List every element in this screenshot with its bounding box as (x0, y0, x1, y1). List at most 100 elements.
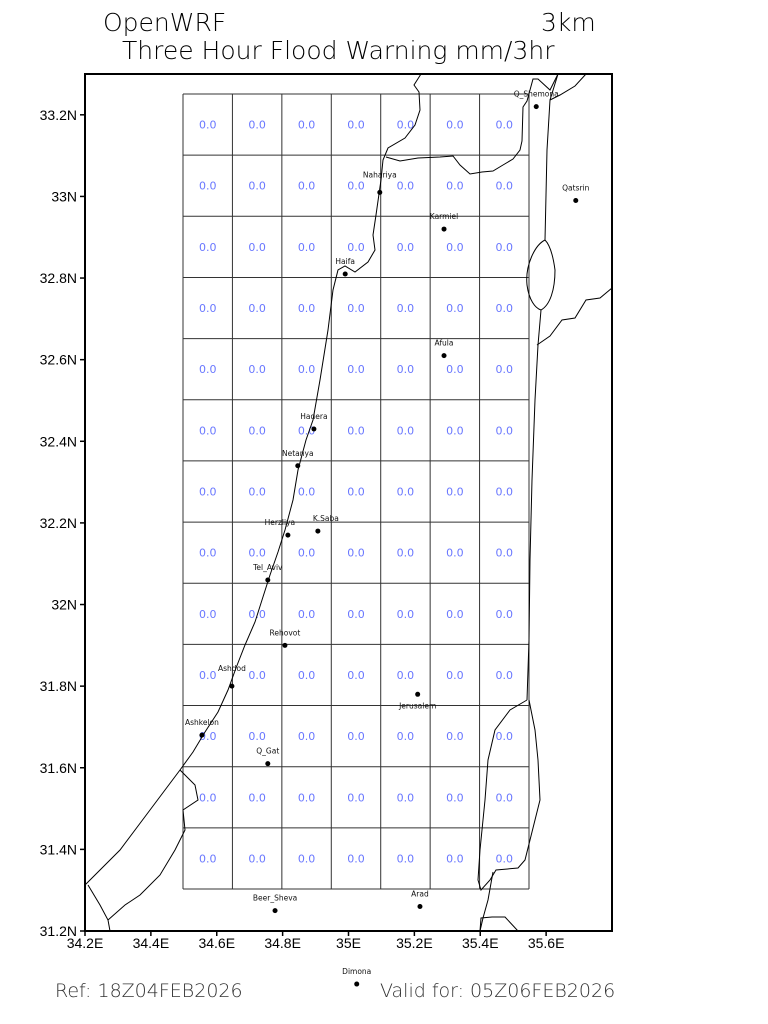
y-tick-label: 33.2N (40, 107, 77, 123)
grid-value: 0.0 (446, 852, 464, 865)
city-label: Netanya (282, 449, 314, 458)
grid-value: 0.0 (298, 302, 316, 315)
city-dot (441, 353, 447, 359)
grid-value: 0.0 (496, 547, 514, 560)
model-title: OpenWRF (103, 8, 226, 37)
x-tick-label: 34.6E (198, 935, 235, 951)
grid-value: 0.0 (298, 730, 316, 743)
grid-value: 0.0 (496, 608, 514, 621)
x-tick-label: 35.6E (528, 935, 565, 951)
south-border (479, 916, 519, 932)
grid-value: 0.0 (347, 547, 365, 560)
golan-line (549, 73, 587, 101)
grid-value: 0.0 (199, 791, 217, 804)
city-label: K.Saba (313, 514, 339, 523)
city-label: Haifa (335, 257, 355, 266)
city-label: Q_Shemona (514, 90, 559, 99)
city-label: Herzliya (265, 518, 295, 527)
y-axis: 31.2N 31.4N 31.6N 31.8N 32N 32.2N 32.4N 32.6N 32… (40, 107, 85, 939)
city-label: Afula (435, 339, 454, 348)
grid-value: 0.0 (298, 791, 316, 804)
jordan-river-north (544, 73, 559, 241)
city-dot (315, 528, 321, 534)
coastline (84, 73, 422, 886)
city-label: Jerusalem (398, 701, 436, 710)
city-dot (415, 691, 421, 697)
grid-value: 0.0 (347, 852, 365, 865)
city-label: Ashdod (218, 664, 246, 673)
grid-value: 0.0 (446, 302, 464, 315)
grid-value: 0.0 (496, 302, 514, 315)
city-dot (272, 908, 278, 914)
city-label: Q_Gat (256, 747, 279, 756)
x-tick-label: 35.2E (396, 935, 433, 951)
city-dot (441, 226, 447, 232)
grid-value: 0.0 (248, 852, 266, 865)
grid-value: 0.0 (397, 363, 415, 376)
city-dot (417, 904, 423, 910)
city-dot (229, 683, 235, 689)
grid-value: 0.0 (248, 363, 266, 376)
city-label: Qatsrin (562, 184, 590, 193)
city-dot (199, 732, 205, 738)
grid-value: 0.0 (347, 424, 365, 437)
y-tick-label: 31.2N (40, 923, 77, 939)
golan-border (536, 287, 613, 346)
city-label: Ashkelon (185, 718, 219, 727)
city-dot (295, 463, 301, 469)
x-tick-label: 35.4E (462, 935, 499, 951)
city-dot (533, 104, 539, 110)
grid-value: 0.0 (397, 486, 415, 499)
grid-value: 0.0 (199, 608, 217, 621)
x-tick-label: 35E (336, 935, 361, 951)
grid-value: 0.0 (496, 486, 514, 499)
grid-value: 0.0 (496, 424, 514, 437)
grid-value: 0.0 (199, 363, 217, 376)
city-label: Nahariya (363, 170, 397, 179)
gaza-border (107, 769, 199, 921)
grid-value: 0.0 (446, 241, 464, 254)
grid-value: 0.0 (397, 669, 415, 682)
grid-value: 0.0 (347, 608, 365, 621)
city-label: Hadera (300, 412, 327, 421)
grid-value: 0.0 (199, 852, 217, 865)
grid-value: 0.0 (446, 180, 464, 193)
grid-value: 0.0 (397, 730, 415, 743)
grid-value: 0.0 (496, 669, 514, 682)
grid-value: 0.0 (298, 852, 316, 865)
grid-value: 0.0 (446, 730, 464, 743)
grid-value: 0.0 (347, 730, 365, 743)
grid-value: 0.0 (397, 608, 415, 621)
grid-value: 0.0 (248, 669, 266, 682)
grid-value: 0.0 (298, 119, 316, 132)
y-tick-label: 32.4N (40, 433, 77, 449)
grid-value: 0.0 (397, 424, 415, 437)
y-tick-label: 31.8N (40, 678, 77, 694)
jordan-river (526, 309, 542, 701)
grid-value: 0.0 (347, 180, 365, 193)
resolution-label: 3km (541, 8, 596, 37)
city-dot (573, 198, 579, 204)
grid-value: 0.0 (496, 852, 514, 865)
grid-value: 0.0 (248, 791, 266, 804)
y-tick-label: 32.8N (40, 270, 77, 286)
grid-value: 0.0 (446, 119, 464, 132)
city-markers: Q_Shemona Qatsrin Nahariya Karmiel Haifa Aful… (185, 90, 590, 987)
grid-value: 0.0 (446, 424, 464, 437)
y-tick-label: 32N (51, 597, 77, 613)
y-tick-label: 32.6N (40, 352, 77, 368)
grid-value: 0.0 (248, 424, 266, 437)
city-dot (354, 981, 360, 987)
grid-value: 0.0 (496, 119, 514, 132)
y-tick-label: 32.2N (40, 515, 77, 531)
grid-value: 0.0 (248, 730, 266, 743)
city-dot (265, 761, 271, 767)
grid-value: 0.0 (397, 119, 415, 132)
coastline-borders (84, 73, 613, 932)
grid-value: 0.0 (496, 241, 514, 254)
grid-value: 0.0 (248, 241, 266, 254)
grid-value: 0.0 (248, 547, 266, 560)
grid-value: 0.0 (248, 180, 266, 193)
grid-value: 0.0 (298, 180, 316, 193)
grid-value: 0.0 (298, 424, 316, 437)
